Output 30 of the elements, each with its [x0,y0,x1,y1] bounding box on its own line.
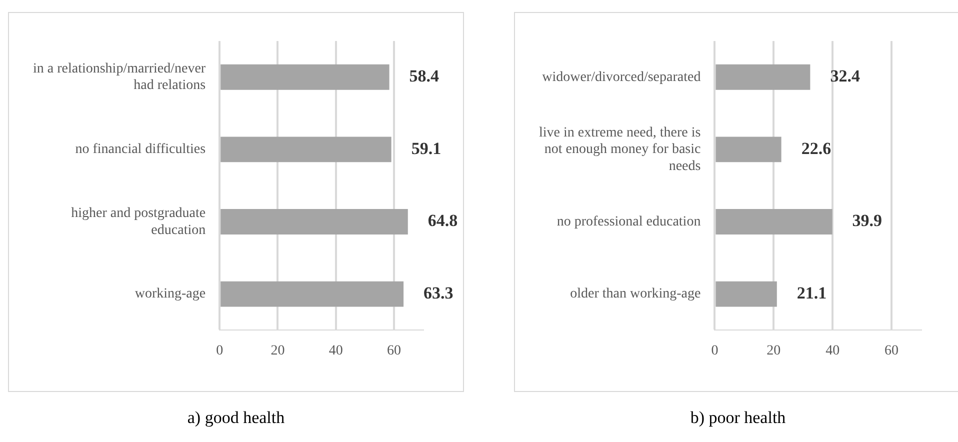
bar [716,209,832,234]
x-tick-label: 0 [216,343,224,358]
y-tick-label: in a relationship/married/never had relations [32,61,206,94]
x-tick-label: 20 [270,343,285,358]
bar [716,136,782,162]
data-label: 22.6 [801,138,832,158]
y-tick-label: widower/divorced/separated [542,70,701,85]
bar [716,64,810,90]
bar [716,281,777,307]
data-label: 64.8 [428,211,458,230]
x-tick-label: 60 [386,343,401,358]
x-tick-label: 40 [826,343,840,358]
data-label: 63.3 [424,283,454,302]
y-tick-label: no professional education [556,214,701,230]
data-label: 59.1 [411,138,442,158]
y-tick-label: working-age [134,286,206,302]
y-tick-label: live in extreme need, there is not enough money for basic needs [538,125,701,174]
data-label: 21.1 [796,283,827,302]
data-label: 58.4 [409,66,440,86]
text: b) poor health [689,408,787,428]
data-label: 39.9 [852,211,882,230]
data-label: 32.4 [830,66,860,86]
y-tick-label: older than working-age [570,286,701,302]
y-tick-label: higher and postgraduate education [71,206,206,238]
text: a) good health [186,408,286,428]
x-tick-label: 20 [766,343,781,358]
x-tick-label: 0 [711,343,718,358]
x-tick-label: 40 [328,343,343,358]
x-tick-label: 60 [884,343,899,358]
y-tick-label: no financial difficulties [75,142,206,158]
